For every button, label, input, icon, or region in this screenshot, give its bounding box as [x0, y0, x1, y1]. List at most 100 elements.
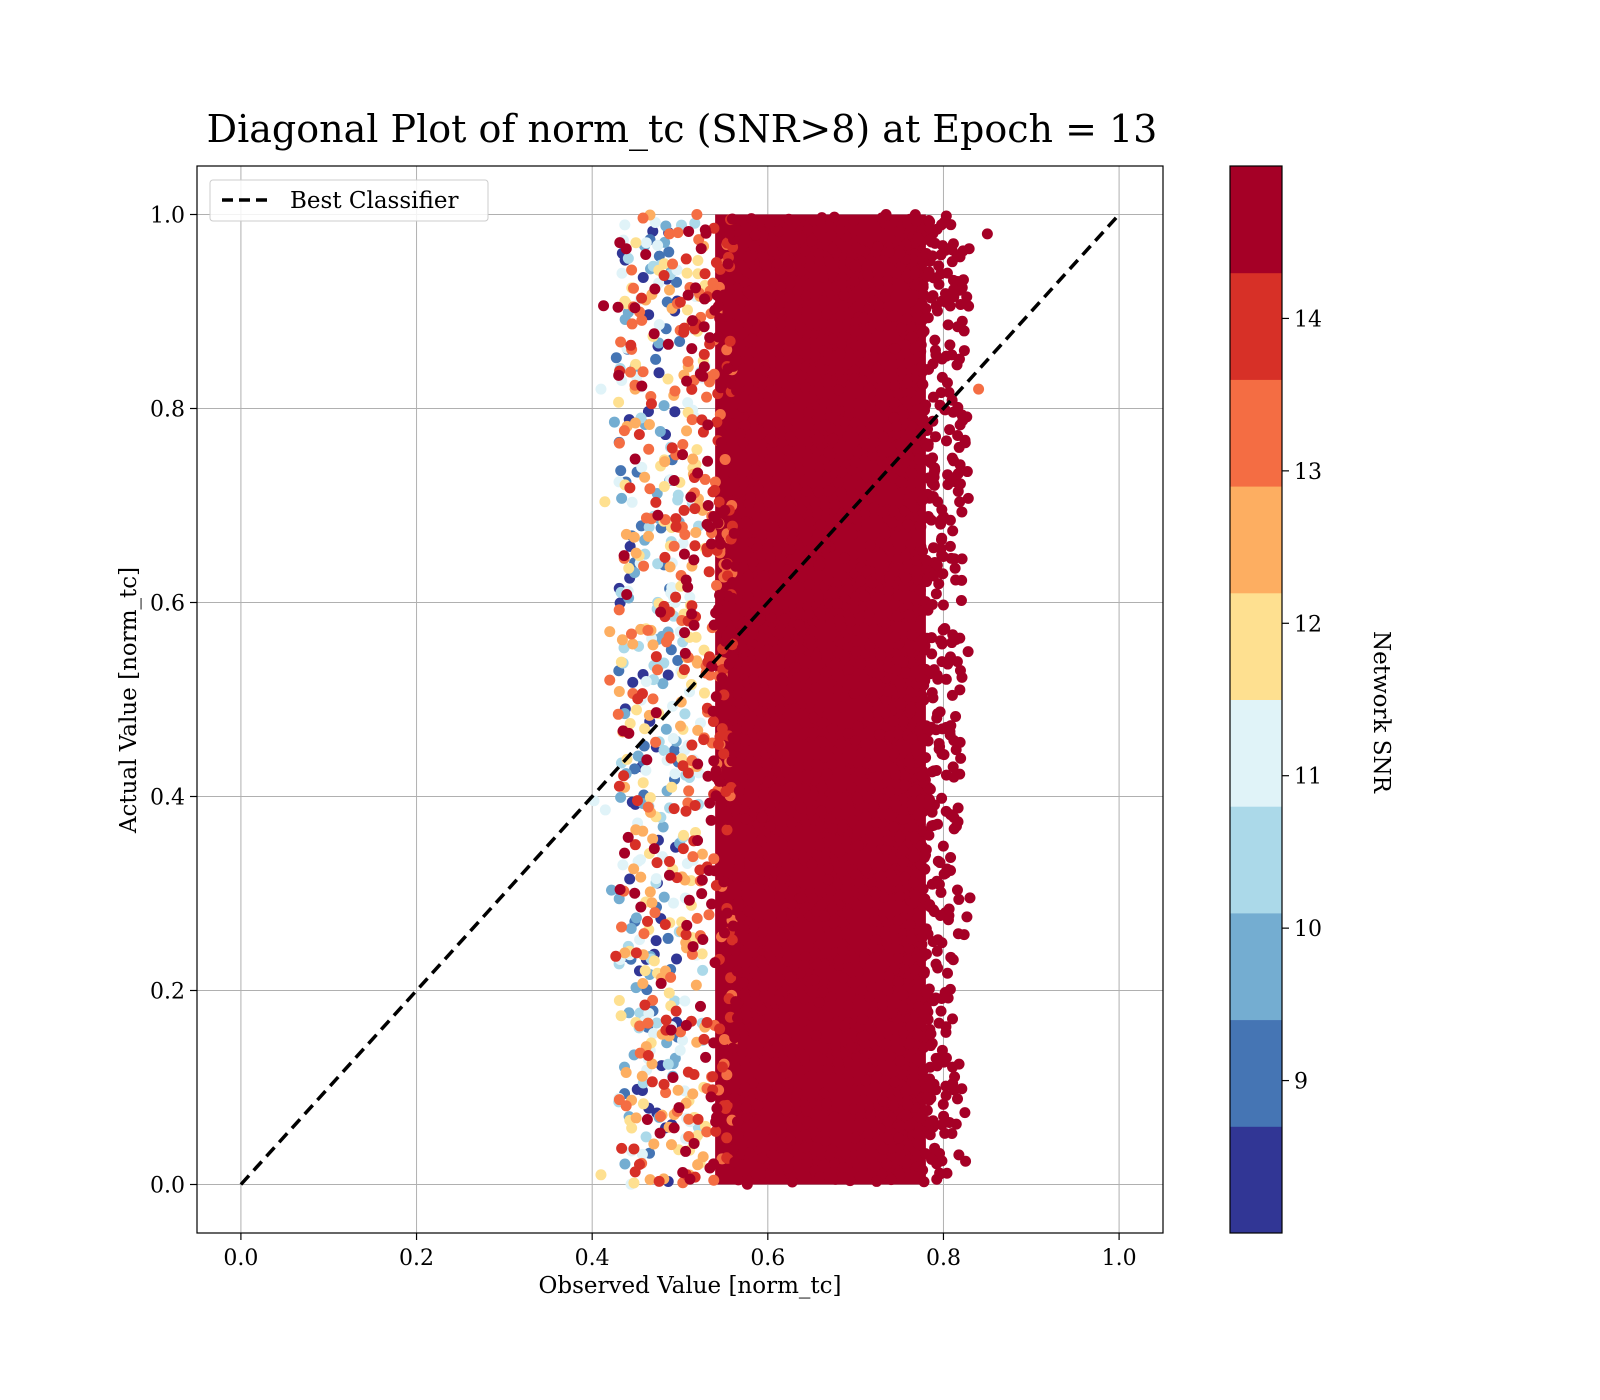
scatter-point [827, 723, 839, 735]
scatter-point [764, 821, 776, 833]
scatter-point [867, 577, 879, 589]
scatter-point [882, 685, 894, 697]
scatter-point [680, 805, 692, 817]
scatter-point [747, 980, 759, 992]
scatter-point [857, 375, 869, 387]
scatter-point [944, 983, 956, 995]
scatter-point [837, 300, 849, 312]
scatter-point [705, 1091, 717, 1103]
scatter-point [845, 615, 857, 627]
scatter-point [865, 1109, 877, 1121]
scatter-point [778, 1054, 790, 1066]
scatter-point [903, 609, 915, 621]
scatter-point [692, 758, 704, 770]
scatter-point [792, 285, 804, 297]
scatter-point [939, 1127, 951, 1139]
scatter-point [767, 1091, 779, 1103]
scatter-point [933, 737, 945, 749]
scatter-point [739, 605, 751, 617]
scatter-point [925, 514, 937, 526]
scatter-point [871, 915, 883, 927]
scatter-point [668, 803, 680, 815]
scatter-point [665, 971, 677, 983]
scatter-point [814, 1171, 826, 1183]
y-tick-label: 0.0 [150, 1174, 185, 1199]
scatter-point [747, 302, 759, 314]
scatter-point [708, 222, 720, 234]
scatter-point [882, 984, 894, 996]
scatter-point [822, 446, 834, 458]
scatter-point [836, 466, 848, 478]
scatter-point [749, 1022, 761, 1034]
scatter-point [956, 409, 968, 421]
scatter-point [948, 553, 960, 565]
scatter-point [808, 974, 820, 986]
scatter-point [826, 364, 838, 376]
scatter-point [683, 225, 695, 237]
scatter-point [786, 971, 798, 983]
scatter-point [666, 781, 678, 793]
scatter-point [912, 1028, 924, 1040]
scatter-point [917, 378, 929, 390]
scatter-point [850, 242, 862, 254]
scatter-point [660, 1087, 672, 1099]
scatter-point [650, 353, 662, 365]
scatter-point [688, 1138, 700, 1150]
scatter-point [742, 905, 754, 917]
scatter-point [973, 383, 985, 395]
scatter-point [692, 1113, 704, 1125]
scatter-point [952, 321, 964, 333]
scatter-point [956, 506, 968, 518]
scatter-point [743, 498, 755, 510]
scatter-point [766, 699, 778, 711]
scatter-point [783, 1077, 795, 1089]
colorbar: 9 10 11 12 13 14 [1229, 165, 1322, 1234]
scatter-point [713, 775, 725, 787]
scatter-point [817, 271, 829, 283]
scatter-point [949, 633, 961, 645]
scatter-point [775, 1173, 787, 1185]
scatter-point [630, 824, 642, 836]
scatter-point [801, 1156, 813, 1168]
scatter-point [922, 312, 934, 324]
x-tick-label: 0.4 [575, 1246, 610, 1271]
scatter-point [796, 625, 808, 637]
scatter-point [906, 733, 918, 745]
scatter-point [821, 768, 833, 780]
scatter-point [836, 945, 848, 957]
scatter-point [941, 377, 953, 389]
scatter-point [793, 606, 805, 618]
scatter-point [907, 253, 919, 265]
scatter-point [916, 932, 928, 944]
scatter-point [767, 1149, 779, 1161]
scatter-point [619, 219, 631, 231]
scatter-point [897, 845, 909, 857]
scatter-point [748, 872, 760, 884]
scatter-point [608, 416, 620, 428]
scatter-point [888, 1100, 900, 1112]
scatter-point [711, 416, 723, 428]
scatter-point [923, 829, 935, 841]
scatter-point [681, 267, 693, 279]
scatter-point [692, 255, 704, 267]
scatter-point [804, 702, 816, 714]
scatter-point [920, 752, 932, 764]
scatter-point [862, 1047, 874, 1059]
scatter-point [698, 348, 710, 360]
scatter-point [841, 875, 853, 887]
scatter-point [650, 496, 662, 508]
scatter-point [757, 730, 769, 742]
scatter-point [732, 1130, 744, 1142]
scatter-point [714, 313, 726, 325]
scatter-point [692, 835, 704, 847]
scatter-point [881, 936, 893, 948]
scatter-point [687, 941, 699, 953]
scatter-point [635, 871, 647, 883]
scatter-point [667, 733, 679, 745]
scatter-point [731, 723, 743, 735]
scatter-point [931, 305, 943, 317]
scatter-point [663, 284, 675, 296]
scatter-point [708, 619, 720, 631]
scatter-point [637, 1098, 649, 1110]
scatter-point [817, 986, 829, 998]
